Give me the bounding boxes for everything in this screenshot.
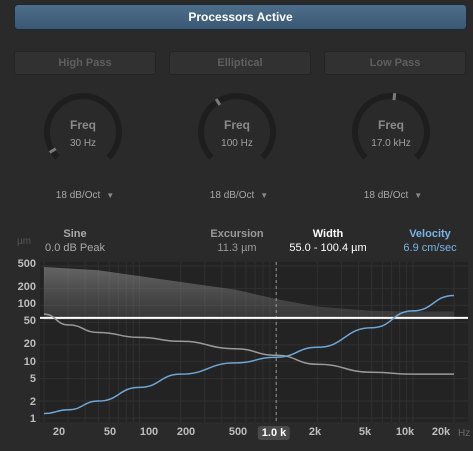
y-tick-label: 1: [29, 413, 36, 425]
stat-value: 6.9 cm/sec: [403, 242, 457, 254]
unit-label: µm: [17, 236, 32, 247]
stat-value: 0.0 dB Peak: [45, 242, 105, 254]
knob-track: [44, 93, 122, 160]
y-tick-label: 20: [23, 338, 36, 350]
x-tick-label: 10k: [395, 426, 415, 438]
excursion-stat: Excursion 11.3 µm: [192, 228, 282, 254]
x-tick-label: 500: [228, 426, 248, 438]
knob-indicator: [48, 147, 57, 154]
knob-dial-icon: [352, 93, 430, 160]
x-tick-label-selected[interactable]: 1.0 k: [257, 426, 291, 440]
high-pass-slope-select[interactable]: 18 dB/Oct ▼: [35, 190, 135, 201]
x-tick-label: 2k: [308, 426, 322, 438]
processors-active-button[interactable]: Processors Active: [14, 4, 467, 30]
knob-label: Freq: [223, 118, 250, 132]
x-tick-label: 50: [103, 426, 117, 438]
low-pass-button[interactable]: Low Pass: [324, 51, 466, 75]
knob-label: Freq: [377, 118, 404, 132]
stat-label: Excursion: [210, 228, 264, 240]
low-pass-freq-knob[interactable]: Freq 17.0 kHz: [351, 92, 431, 172]
y-tick-label: 2: [29, 396, 36, 408]
high-pass-freq-knob[interactable]: Freq 30 Hz: [43, 92, 123, 172]
chevron-down-icon: ▼: [414, 191, 423, 200]
x-tick-label: 20: [52, 426, 66, 438]
chevron-down-icon: ▼: [260, 191, 269, 200]
knob-value: 30 Hz: [69, 138, 97, 149]
x-tick-label: 100: [139, 426, 159, 438]
slope-value: 18 dB/Oct: [363, 190, 409, 201]
stat-value: 55.0 - 100.4 µm: [289, 242, 367, 254]
knob-indicator: [392, 93, 397, 101]
stat-label: Width: [312, 228, 344, 240]
excursion-graph[interactable]: [40, 262, 468, 422]
stat-value: 11.3 µm: [217, 242, 257, 254]
slope-value: 18 dB/Oct: [55, 190, 101, 201]
x-tick-label: 5k: [358, 426, 372, 438]
y-tick-label: 100: [17, 298, 36, 310]
chevron-down-icon: ▼: [106, 191, 115, 200]
elliptical-slope-select[interactable]: 18 dB/Oct ▼: [189, 190, 289, 201]
y-tick-label: 500: [17, 258, 36, 270]
knob-dial-icon: [44, 93, 122, 160]
knob-indicator: [214, 98, 222, 106]
knob-dial-icon: [198, 93, 276, 160]
x-tick-label: 200: [176, 426, 196, 438]
y-tick-label: 200: [17, 281, 36, 293]
elliptical-button[interactable]: Elliptical: [169, 51, 311, 75]
knob-label: Freq: [69, 118, 96, 132]
knob-value: 17.0 kHz: [371, 138, 411, 149]
width-stat: Width 55.0 - 100.4 µm: [278, 228, 378, 254]
x-unit-label: Hz: [458, 428, 471, 439]
stat-label: Velocity: [409, 228, 451, 240]
low-pass-slope-select[interactable]: 18 dB/Oct ▼: [343, 190, 443, 201]
slope-value: 18 dB/Oct: [209, 190, 255, 201]
y-tick-label: 10: [23, 356, 36, 368]
rising-curve: [43, 294, 455, 415]
excursion-band: [44, 266, 454, 320]
knob-value: 100 Hz: [221, 138, 253, 149]
falling-curve: [43, 313, 454, 375]
sine-stat: Sine 0.0 dB Peak: [30, 228, 120, 254]
knob-track: [198, 93, 276, 160]
knob-track: [352, 93, 430, 160]
x-tick-label: 20k: [431, 426, 451, 438]
velocity-stat: Velocity 6.9 cm/sec: [388, 228, 472, 254]
high-pass-button[interactable]: High Pass: [14, 51, 156, 75]
y-tick-label: 5: [29, 373, 36, 385]
y-tick-label: 50: [23, 315, 36, 327]
stat-label: Sine: [63, 228, 87, 240]
elliptical-freq-knob[interactable]: Freq 100 Hz: [197, 92, 277, 172]
